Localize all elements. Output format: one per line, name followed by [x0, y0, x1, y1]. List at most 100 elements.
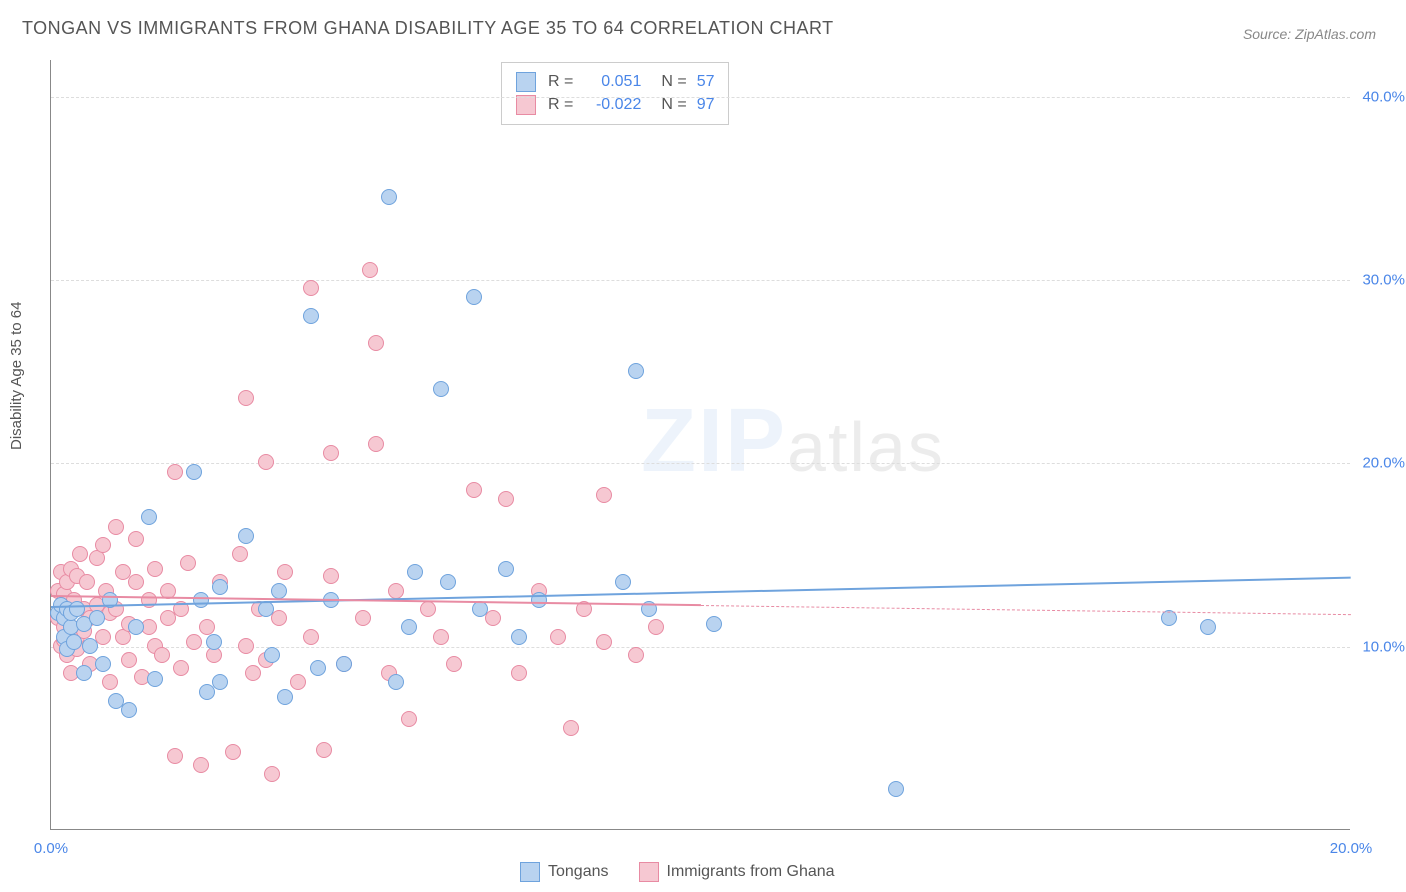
data-point-ghana	[238, 638, 254, 654]
data-point-tongans	[82, 638, 98, 654]
correlation-legend: R = 0.051 N = 57 R = -0.022 N = 97	[501, 62, 729, 125]
data-point-tongans	[1200, 619, 1216, 635]
data-point-ghana	[102, 674, 118, 690]
data-point-tongans	[277, 689, 293, 705]
source-prefix: Source:	[1243, 26, 1295, 42]
data-point-tongans	[69, 601, 85, 617]
data-point-ghana	[271, 610, 287, 626]
data-point-tongans	[628, 363, 644, 379]
r-label: R =	[548, 73, 573, 91]
data-point-tongans	[66, 634, 82, 650]
data-point-ghana	[264, 766, 280, 782]
y-tick-label: 20.0%	[1362, 455, 1405, 472]
data-point-ghana	[563, 720, 579, 736]
data-point-ghana	[401, 711, 417, 727]
data-point-ghana	[225, 744, 241, 760]
data-point-ghana	[466, 482, 482, 498]
legend-label-tongans: Tongans	[548, 863, 609, 881]
data-point-tongans	[186, 464, 202, 480]
data-point-ghana	[485, 610, 501, 626]
data-point-ghana	[128, 574, 144, 590]
data-point-tongans	[264, 647, 280, 663]
data-point-ghana	[108, 519, 124, 535]
data-point-ghana	[180, 555, 196, 571]
data-point-ghana	[303, 629, 319, 645]
r-label: R =	[548, 96, 573, 114]
data-point-tongans	[271, 583, 287, 599]
data-point-tongans	[407, 564, 423, 580]
gridline	[51, 97, 1350, 98]
n-value-ghana: 97	[697, 96, 715, 114]
data-point-ghana	[596, 634, 612, 650]
data-point-tongans	[258, 601, 274, 617]
data-point-tongans	[238, 528, 254, 544]
source-attribution: Source: ZipAtlas.com	[1243, 26, 1376, 42]
watermark-atlas: atlas	[787, 408, 945, 486]
data-point-ghana	[238, 390, 254, 406]
data-point-tongans	[706, 616, 722, 632]
y-tick-label: 30.0%	[1362, 272, 1405, 289]
data-point-ghana	[446, 656, 462, 672]
data-point-ghana	[550, 629, 566, 645]
data-point-ghana	[193, 757, 209, 773]
swatch-ghana-bottom	[639, 862, 659, 882]
swatch-ghana	[516, 95, 536, 115]
series-legend: Tongans Immigrants from Ghana	[520, 862, 835, 882]
data-point-ghana	[258, 454, 274, 470]
data-point-ghana	[290, 674, 306, 690]
data-point-ghana	[388, 583, 404, 599]
data-point-tongans	[388, 674, 404, 690]
data-point-tongans	[381, 189, 397, 205]
watermark-zip: ZIP	[641, 391, 787, 491]
r-value-tongans: 0.051	[581, 73, 641, 91]
legend-row-ghana: R = -0.022 N = 97	[516, 95, 714, 115]
swatch-tongans	[516, 72, 536, 92]
data-point-ghana	[648, 619, 664, 635]
data-point-tongans	[511, 629, 527, 645]
gridline	[51, 463, 1350, 464]
n-label: N =	[661, 96, 686, 114]
chart-title: TONGAN VS IMMIGRANTS FROM GHANA DISABILI…	[22, 18, 834, 39]
y-tick-label: 40.0%	[1362, 88, 1405, 105]
data-point-ghana	[323, 445, 339, 461]
data-point-ghana	[167, 464, 183, 480]
data-point-ghana	[147, 561, 163, 577]
x-tick-label: 20.0%	[1330, 840, 1373, 857]
data-point-tongans	[472, 601, 488, 617]
data-point-tongans	[303, 308, 319, 324]
data-point-ghana	[316, 742, 332, 758]
data-point-tongans	[212, 579, 228, 595]
data-point-tongans	[433, 381, 449, 397]
data-point-ghana	[511, 665, 527, 681]
data-point-tongans	[888, 781, 904, 797]
data-point-ghana	[72, 546, 88, 562]
data-point-tongans	[498, 561, 514, 577]
data-point-tongans	[121, 702, 137, 718]
data-point-tongans	[141, 509, 157, 525]
data-point-tongans	[95, 656, 111, 672]
data-point-tongans	[89, 610, 105, 626]
plot-area: ZIPatlas R = 0.051 N = 57 R = -0.022 N =…	[50, 60, 1350, 830]
data-point-tongans	[336, 656, 352, 672]
legend-label-ghana: Immigrants from Ghana	[667, 863, 835, 881]
data-point-ghana	[323, 568, 339, 584]
source-link[interactable]: ZipAtlas.com	[1295, 26, 1376, 42]
data-point-ghana	[186, 634, 202, 650]
data-point-ghana	[498, 491, 514, 507]
data-point-tongans	[76, 665, 92, 681]
regression-line-ghana-dash	[701, 605, 1351, 615]
data-point-ghana	[154, 647, 170, 663]
data-point-ghana	[362, 262, 378, 278]
data-point-ghana	[277, 564, 293, 580]
data-point-ghana	[628, 647, 644, 663]
data-point-ghana	[121, 652, 137, 668]
r-value-ghana: -0.022	[581, 96, 641, 114]
data-point-tongans	[212, 674, 228, 690]
data-point-ghana	[368, 335, 384, 351]
data-point-tongans	[128, 619, 144, 635]
data-point-ghana	[79, 574, 95, 590]
legend-item-ghana: Immigrants from Ghana	[639, 862, 835, 882]
data-point-tongans	[193, 592, 209, 608]
gridline	[51, 280, 1350, 281]
legend-item-tongans: Tongans	[520, 862, 609, 882]
